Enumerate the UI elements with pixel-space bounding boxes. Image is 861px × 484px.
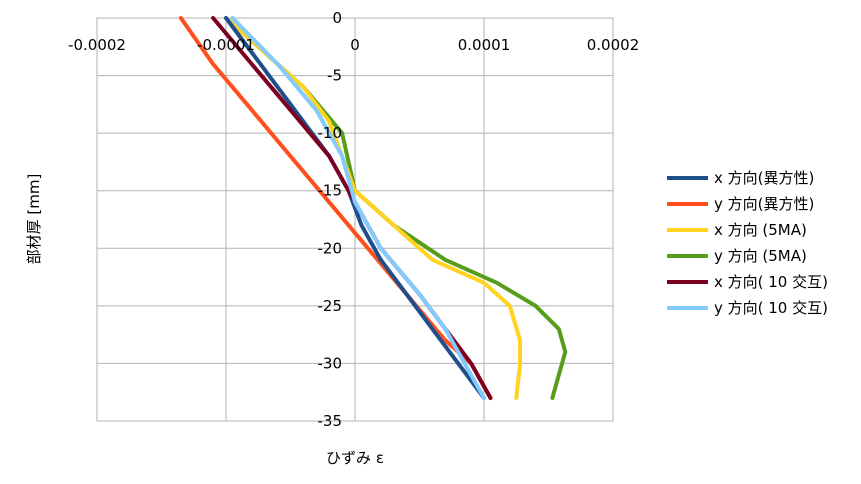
series-layer (178, 16, 568, 400)
y-tick-label: -15 (318, 182, 343, 200)
y-tick-label: 0 (332, 9, 342, 27)
y-tick-label: -35 (318, 412, 343, 430)
x-tick-label: 0.0002 (587, 36, 640, 54)
y-axis-ticks: 0 -5 -10 -15 -20 -25 -30 -35 (318, 9, 343, 430)
y-tick-label: -5 (327, 67, 342, 85)
x-tick-label: 0.0001 (458, 36, 511, 54)
x-tick-label: 0 (350, 36, 360, 54)
legend: x 方向(異方性) y 方向(異方性) x 方向 (5MA) y 方向 (5MA) x … (667, 169, 828, 317)
legend-label: x 方向(異方性) (714, 169, 814, 187)
legend-label: y 方向 (5MA) (714, 247, 807, 265)
legend-label: y 方向(異方性) (714, 195, 814, 213)
series-line-4 (224, 16, 568, 400)
series-line-3 (224, 16, 523, 400)
y-tick-label: -30 (318, 354, 343, 372)
y-tick-label: -25 (318, 297, 343, 315)
grid (96, 17, 614, 422)
series-line-1 (224, 16, 486, 400)
y-axis-title: 部材厚 [mm] (25, 174, 43, 265)
legend-label: y 方向( 10 交互) (714, 299, 828, 317)
x-axis-title: ひずみ ε (326, 449, 384, 467)
y-tick-label: -10 (318, 124, 343, 142)
x-axis-ticks: -0.0002 -0.0001 0 0.0001 0.0002 (68, 36, 639, 54)
legend-label: x 方向( 10 交互) (714, 273, 828, 291)
x-tick-label: -0.0001 (197, 36, 255, 54)
y-tick-label: -20 (318, 239, 343, 257)
x-tick-label: -0.0002 (68, 36, 126, 54)
legend-label: x 方向 (5MA) (714, 221, 807, 239)
series-line-6 (230, 16, 486, 400)
